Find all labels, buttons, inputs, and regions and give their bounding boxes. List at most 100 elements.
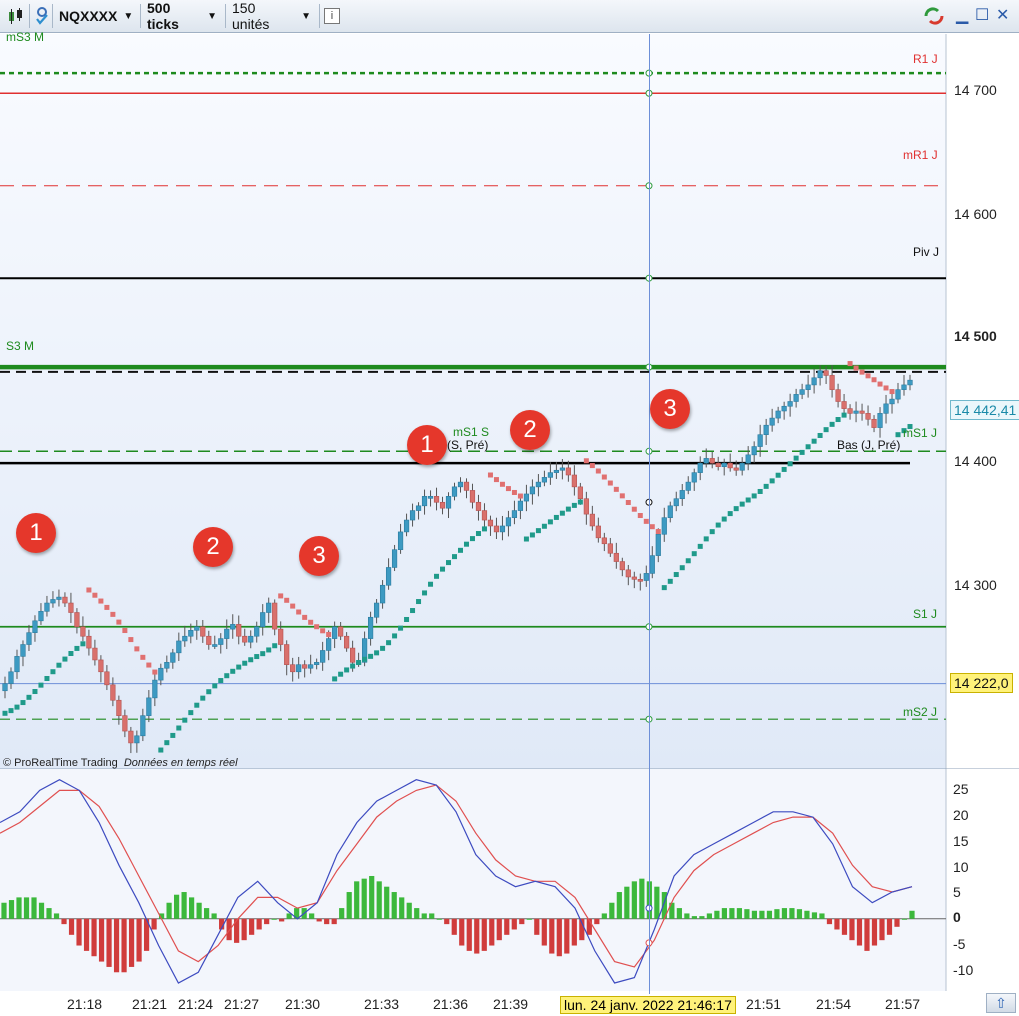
time-tick: 21:33: [364, 996, 400, 1012]
sar-dot: [362, 656, 368, 662]
osc-hist-bar: [219, 918, 225, 930]
wave-badge-1b: 1: [407, 425, 447, 465]
osc-hist-bar: [819, 913, 825, 919]
candle: [457, 481, 464, 488]
osc-hist-bar: [601, 913, 607, 919]
candle: [110, 684, 116, 701]
osc-hist-bar: [31, 897, 37, 919]
sar-dot: [170, 732, 176, 738]
pivj-label: Piv J: [913, 245, 940, 259]
candle: [188, 629, 194, 637]
sar-dot: [511, 489, 517, 495]
candle: [589, 513, 595, 527]
sar-dot: [775, 472, 781, 478]
maximize-icon[interactable]: ☐: [975, 7, 990, 24]
candle: [206, 635, 212, 645]
candle: [278, 628, 284, 645]
sar-dot: [218, 678, 224, 684]
sar-dot: [272, 643, 278, 649]
sar-dot: [883, 385, 889, 391]
candle: [823, 370, 829, 376]
sar-dot: [332, 676, 338, 682]
ms1j-label: mS1 J: [903, 426, 938, 440]
sar-dot: [68, 651, 74, 657]
sar-dot: [535, 528, 541, 534]
sar-dot: [499, 481, 505, 487]
minimize-icon[interactable]: ▁: [956, 7, 969, 24]
sar-dot: [278, 593, 284, 599]
candle: [859, 410, 865, 414]
candle: [248, 635, 254, 643]
candle: [673, 498, 679, 507]
oscillator-chart[interactable]: [0, 769, 1019, 994]
price-chart[interactable]: [0, 34, 1019, 770]
candle: [895, 389, 901, 400]
interval-selector[interactable]: 500 ticks ▼: [141, 0, 226, 32]
sar-dot: [308, 619, 314, 625]
time-tick: 21:27: [224, 996, 260, 1012]
candle: [128, 730, 134, 744]
osc-hist-bar: [241, 918, 247, 941]
osc-hist-bar: [429, 913, 435, 919]
candle: [433, 496, 440, 503]
mr1j-label: mR1 J: [903, 148, 938, 162]
symbol-label: NQXXXX: [59, 8, 118, 24]
sar-dot: [859, 369, 865, 375]
sar-dot: [577, 499, 583, 505]
sar-dot: [541, 523, 547, 529]
candle: [373, 602, 380, 618]
candle: [715, 462, 721, 468]
sar-dot: [326, 631, 332, 637]
sar-dot: [655, 529, 661, 535]
sar-dot: [80, 641, 86, 647]
sar-dot: [853, 365, 859, 371]
close-icon[interactable]: ✕: [996, 7, 1010, 24]
sar-dot: [871, 377, 877, 383]
candle: [32, 620, 38, 633]
refresh-icon[interactable]: [922, 6, 946, 32]
osc-hist-bar: [121, 918, 127, 973]
candle: [841, 401, 847, 409]
r1j-label: R1 J: [913, 52, 938, 66]
candlestick-icon[interactable]: [2, 4, 30, 28]
osc-hist-bar: [421, 913, 427, 919]
info-icon[interactable]: i: [324, 4, 344, 28]
candle: [607, 543, 613, 554]
osc-hist-bar: [98, 918, 105, 962]
candle: [230, 624, 236, 630]
candle: [362, 638, 368, 663]
sar-dot: [505, 486, 511, 492]
candle: [541, 477, 548, 483]
osc-hist-bar: [759, 910, 765, 919]
candle: [284, 644, 290, 665]
sar-dot: [224, 673, 230, 679]
sar-dot: [140, 654, 146, 660]
candle: [116, 699, 122, 716]
symbol-selector[interactable]: NQXXXX ▼: [53, 4, 141, 28]
osc-hist-bar: [376, 881, 382, 919]
sar-dot: [38, 682, 44, 688]
sar-dot: [254, 654, 260, 660]
sar-dot: [529, 532, 535, 538]
sar-dot: [805, 444, 811, 450]
link-icon[interactable]: [31, 4, 53, 28]
sar-dot: [206, 689, 212, 695]
candle: [80, 626, 86, 637]
sar-dot: [787, 461, 793, 467]
candle: [799, 389, 805, 395]
candle: [751, 446, 757, 456]
candle: [385, 567, 392, 586]
units-selector[interactable]: 150 unités ▼: [226, 0, 320, 32]
osc-hist-bar: [23, 897, 30, 919]
candle: [290, 664, 296, 673]
sar-dot: [374, 650, 380, 656]
osc-hist-bar: [526, 918, 532, 920]
sar-dot: [583, 458, 589, 464]
candle: [613, 552, 619, 562]
sar-dot: [679, 565, 685, 571]
time-tick: 21:24: [178, 996, 214, 1012]
sar-dot: [152, 669, 158, 675]
candle: [697, 462, 703, 473]
scroll-up-icon[interactable]: ⇧: [986, 993, 1016, 1013]
osc-hist-bar: [399, 897, 405, 919]
